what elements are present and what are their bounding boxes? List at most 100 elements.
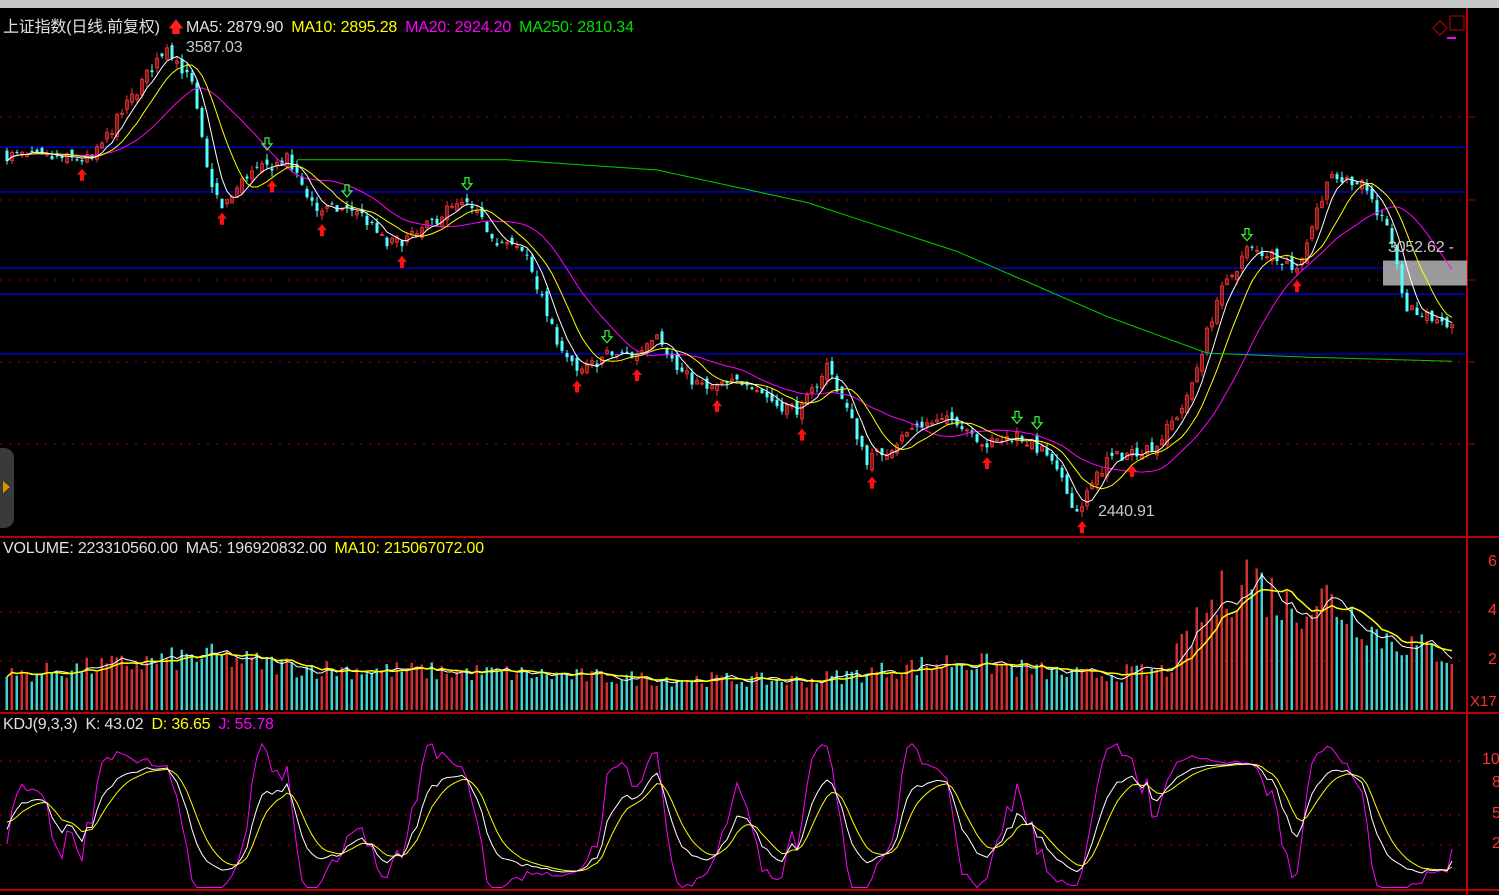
volume-bar-up <box>1310 614 1313 710</box>
volume-bar-down <box>620 680 623 710</box>
candle-down <box>345 205 349 208</box>
volume-bar-down <box>760 672 763 710</box>
volume-bar-up <box>1160 665 1163 710</box>
volume-bar-up <box>390 676 393 710</box>
volume-bar-up <box>410 662 413 710</box>
candle-down <box>360 209 364 214</box>
up-arrow-icon: 🡅 <box>167 19 184 36</box>
volume-bar-up <box>890 673 893 710</box>
volume-bar-down <box>510 680 513 710</box>
volume-axis-tick: 4 <box>1488 602 1497 619</box>
sell-signal-arrow-icon <box>340 184 354 198</box>
volume-bar-up <box>250 657 253 710</box>
volume-bar-up <box>1195 607 1198 710</box>
volume-bar-down <box>1020 659 1023 710</box>
candle-down <box>50 156 54 160</box>
candle-down <box>375 222 379 233</box>
volume-bar-down <box>50 672 53 710</box>
candle-up <box>1160 439 1164 446</box>
candle-up <box>720 381 724 384</box>
candle-up <box>155 57 159 69</box>
volume-bar-up <box>135 663 138 710</box>
candle-up <box>95 146 99 160</box>
volume-bar-up <box>425 678 428 710</box>
candle-down <box>725 381 729 384</box>
volume-bar-up <box>10 668 13 710</box>
volume-bar-up <box>20 670 23 710</box>
buy-signal-arrow-icon <box>397 255 407 268</box>
candle-down <box>315 202 319 211</box>
candle-up <box>1195 367 1199 383</box>
volume-axis-tick: 6 <box>1488 553 1497 570</box>
volume-bar-down <box>280 660 283 710</box>
volume-bar-up <box>1270 577 1273 710</box>
candle-down <box>1385 218 1389 226</box>
volume-bar-down <box>1430 644 1433 710</box>
volume-bar-up <box>1155 669 1158 710</box>
candle-down <box>305 189 309 198</box>
candle-up <box>820 376 824 389</box>
candle-up <box>1265 256 1269 259</box>
candle-up <box>930 422 934 425</box>
candle-down <box>545 291 549 317</box>
volume-bar-up <box>640 672 643 710</box>
volume-bar-up <box>340 667 343 710</box>
buy-signal-arrow-icon <box>982 457 992 470</box>
volume-bar-up <box>275 674 278 710</box>
volume-bar-down <box>610 681 613 710</box>
candle-down <box>620 351 624 353</box>
volume-bar-down <box>1060 674 1063 710</box>
volume-bar-up <box>650 685 653 710</box>
volume-bar-up <box>140 669 143 710</box>
volume-bar-up <box>800 681 803 710</box>
candle-down <box>850 409 854 419</box>
candle-down <box>1420 316 1424 318</box>
volume-bar-down <box>540 669 543 710</box>
candle-up <box>390 237 394 244</box>
volume-bar-down <box>750 676 753 710</box>
side-panel-toggle[interactable] <box>0 448 14 528</box>
candle-down <box>495 243 499 246</box>
candle-down <box>565 352 569 358</box>
volume-bar-up <box>85 657 88 710</box>
volume-bar-up <box>1000 664 1003 710</box>
candle-up <box>125 99 129 110</box>
volume-bar-down <box>860 682 863 710</box>
volume-bar-up <box>505 666 508 710</box>
volume-bar-down <box>185 653 188 710</box>
volume-bar-down <box>40 673 43 710</box>
candle-up <box>130 93 134 103</box>
volume-bar-up <box>1235 610 1238 710</box>
candle-down <box>665 347 669 355</box>
volume-bar-up <box>1220 570 1223 710</box>
candle-up <box>905 432 909 437</box>
candle-down <box>575 358 579 371</box>
kdj-j-line <box>6 742 1453 889</box>
candle-down <box>1370 188 1374 200</box>
high-marker: 3587.03 <box>186 39 243 56</box>
candle-down <box>160 53 164 57</box>
volume-bar-down <box>1365 645 1368 710</box>
volume-bar-up <box>1085 668 1088 710</box>
candle-down <box>400 240 404 247</box>
volume-bar-up <box>905 664 908 710</box>
candle-down <box>1365 184 1369 191</box>
d-value: D: 36.65 <box>151 716 211 733</box>
candle-up <box>655 334 659 340</box>
candle-down <box>70 149 74 158</box>
volume-bar-down <box>1035 664 1038 710</box>
candle-up <box>1235 271 1239 280</box>
candle-down <box>1135 447 1139 457</box>
volume-bar-down <box>845 671 848 710</box>
volume-bar-down <box>765 684 768 710</box>
volume-bar-up <box>240 663 243 710</box>
volume-bar-down <box>5 676 8 710</box>
volume-bar-down <box>305 667 308 710</box>
candle-up <box>810 387 814 394</box>
volume-bar-down <box>1405 654 1408 710</box>
volume-bar-down <box>385 664 388 710</box>
volume-bar-up <box>1190 645 1193 710</box>
candle-down <box>955 417 959 426</box>
volume-bar-down <box>485 667 488 710</box>
